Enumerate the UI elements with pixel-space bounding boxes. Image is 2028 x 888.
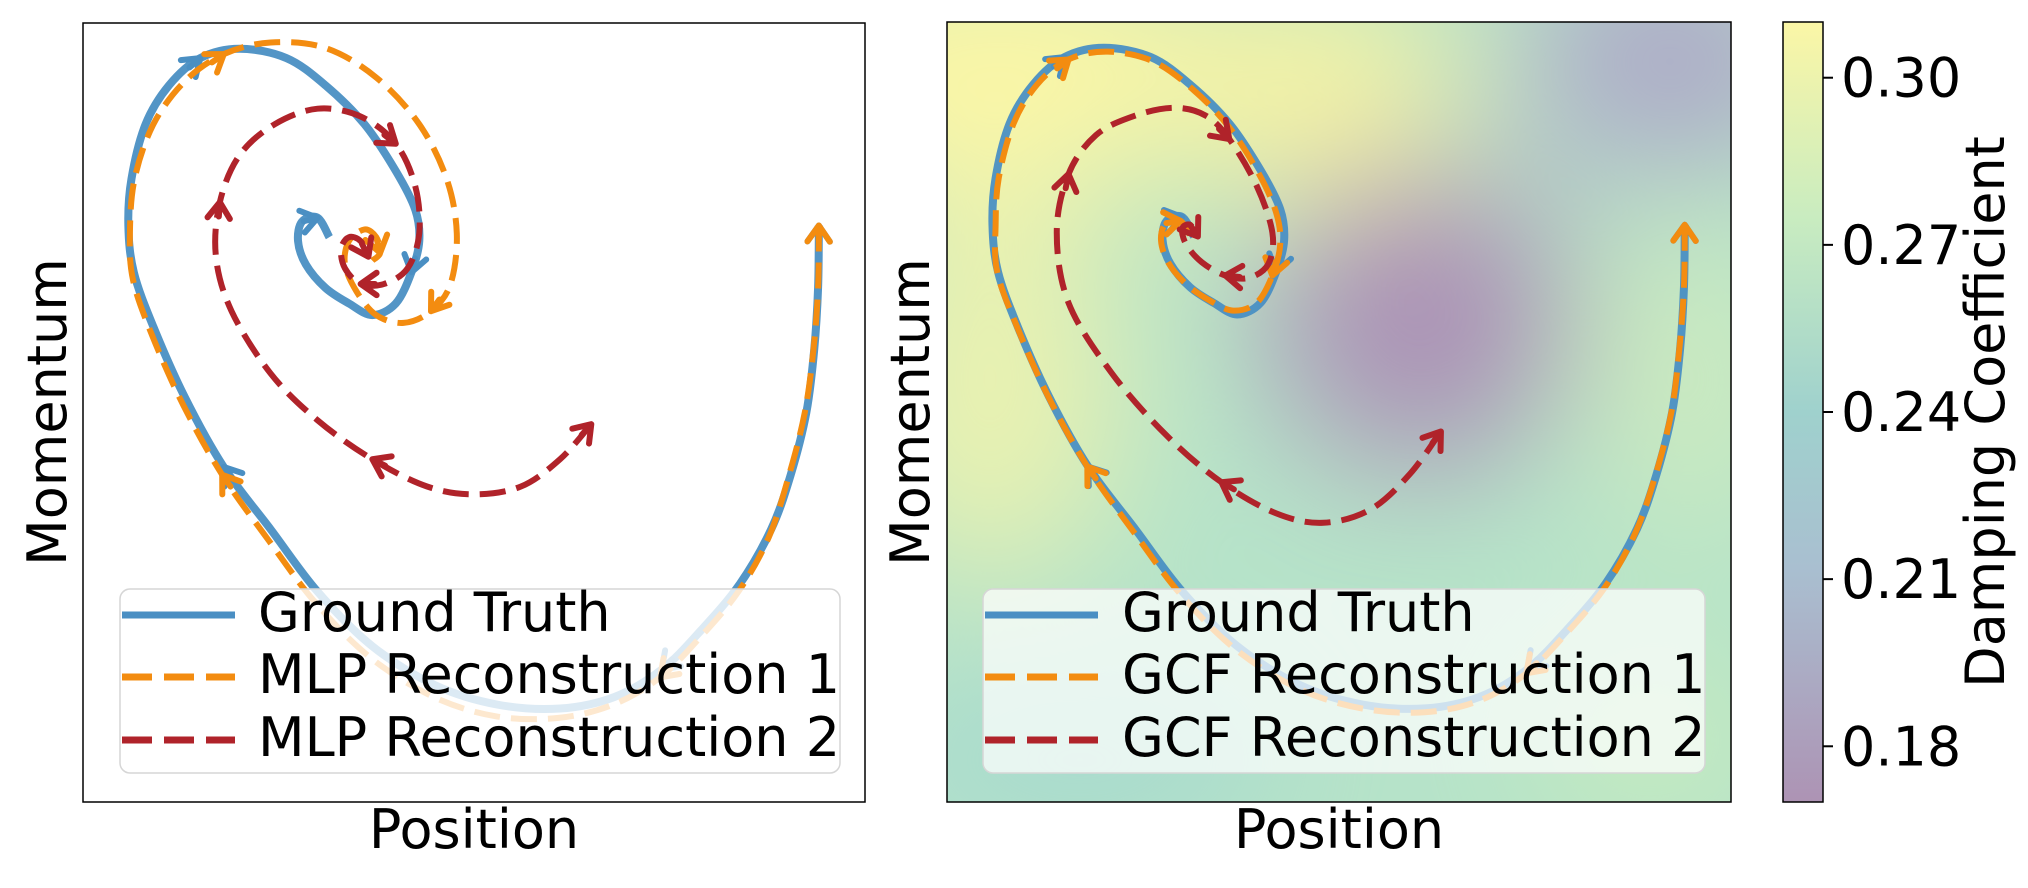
mlp-arrow-reconstruction-1	[219, 471, 244, 498]
left-legend-label-3: MLP Reconstruction 2	[258, 706, 840, 769]
gcf-panel: Ground Truth GCF Reconstruction 1 GCF Re…	[879, 21, 1732, 861]
left-y-axis-label: Momentum	[16, 258, 79, 566]
right-legend: Ground Truth GCF Reconstruction 1 GCF Re…	[982, 581, 1706, 774]
gcf-arrow-reconstruction-1	[1160, 209, 1184, 238]
mlp-panel: Ground Truth MLP Reconstruction 1 MLP Re…	[16, 22, 866, 861]
colorbar-label: Damping Coefficient	[1954, 136, 2017, 688]
mlp-arrow-reconstruction-1	[427, 288, 453, 315]
mlp-arrow-reconstruction-2	[373, 122, 399, 147]
gcf-arrow-reconstruction-1	[1084, 463, 1109, 490]
gcf-series-reconstruction-1	[991, 48, 1688, 716]
gcf-arrow-reconstruction-2	[1218, 477, 1244, 503]
gcf-arrow-reconstruction-2	[1051, 171, 1080, 195]
mlp-series-reconstruction-1	[126, 39, 822, 723]
mlp-start-marker-reconstruction-2	[569, 421, 595, 447]
gcf-arrow-reconstruction-2	[1222, 262, 1246, 292]
right-plot-frame	[946, 21, 1732, 803]
left-legend-label-2: MLP Reconstruction 1	[258, 643, 840, 706]
left-x-axis-label: Position	[369, 798, 579, 861]
left-legend: Ground Truth MLP Reconstruction 1 MLP Re…	[119, 581, 841, 774]
gcf-series-reconstruction-2	[1053, 104, 1444, 526]
right-legend-box	[982, 588, 1706, 774]
mlp-arrow-reconstruction-1	[201, 51, 227, 76]
right-y-axis-label: Momentum	[879, 258, 942, 566]
mlp-start-marker-reconstruction-1	[804, 222, 833, 245]
right-x-axis-label: Position	[1234, 798, 1444, 861]
colorbar-tick-label: 0.24	[1841, 381, 1961, 444]
mlp-arrow-reconstruction-2	[357, 269, 380, 299]
mlp-series-reconstruction-2	[212, 105, 594, 498]
right-legend-label-3: GCF Reconstruction 2	[1122, 706, 1705, 769]
gcf-start-marker-reconstruction-1	[1670, 221, 1699, 244]
left-legend-label-1: Ground Truth	[258, 581, 611, 644]
mlp-arrow-reconstruction-2	[204, 199, 233, 222]
damping-colorbar: 0.30 0.27 0.24 0.21 0.18 Damping Coefficient	[1782, 21, 2017, 803]
gcf-arrow-reconstruction-2	[1207, 116, 1233, 142]
colorbar-tick-label: 0.30	[1841, 47, 1961, 110]
mlp-arrow-reconstruction-2	[348, 234, 375, 260]
colorbar-gradient-bar	[1782, 21, 1824, 803]
colorbar-tick-label: 0.18	[1841, 715, 1961, 778]
mlp-arrow-reconstruction-2	[369, 453, 395, 480]
gcf-start-marker-reconstruction-2	[1419, 428, 1444, 455]
right-legend-label-1: Ground Truth	[1122, 581, 1475, 644]
right-legend-label-2: GCF Reconstruction 1	[1122, 643, 1705, 706]
gcf-arrow-reconstruction-2	[1176, 213, 1202, 240]
colorbar-ticks: 0.30 0.27 0.24 0.21 0.18	[1823, 47, 1961, 778]
colorbar-tick-label: 0.21	[1841, 548, 1961, 611]
colorbar-tick-label: 0.27	[1841, 214, 1961, 277]
gcf-arrow-reconstruction-1	[1046, 56, 1072, 82]
left-legend-box	[119, 588, 841, 774]
mlp-arrow-ground-truth	[296, 207, 321, 236]
